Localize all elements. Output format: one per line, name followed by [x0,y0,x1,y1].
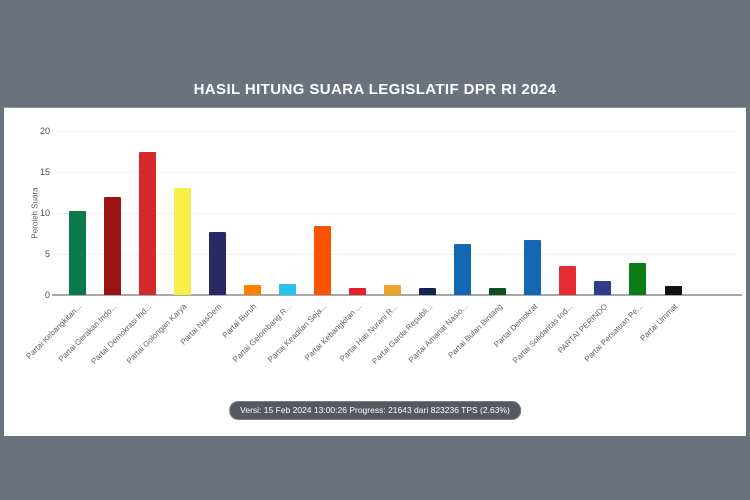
bar-6[interactable] [243,285,261,295]
bar-16[interactable] [594,281,612,295]
x-axis-line [52,294,742,296]
y-gridline [56,131,736,132]
y-tick-label: 15 [39,167,50,177]
bar-17[interactable] [629,263,647,295]
y-tick-label: 0 [44,290,50,300]
bar-9[interactable] [348,288,366,295]
status-badge: Versi: 15 Feb 2024 13:00:26 Progress: 21… [229,401,521,420]
bar-18[interactable] [664,285,682,295]
y-tick-label: 20 [39,126,50,136]
y-gridline [56,254,736,255]
bar-14[interactable] [524,240,542,295]
y-tick-label: 5 [44,249,50,259]
bar-8[interactable] [313,226,331,295]
bar-11[interactable] [419,288,437,295]
bar-13[interactable] [489,287,507,295]
y-tick-label: 10 [39,208,50,218]
bar-5[interactable] [208,231,226,295]
y-gridline [56,172,736,173]
y-gridline [56,213,736,214]
page-title: HASIL HITUNG SUARA LEGISLATIF DPR RI 202… [193,81,557,98]
bar-12[interactable] [454,244,472,295]
bar-7[interactable] [278,283,296,295]
bar-10[interactable] [384,285,402,295]
bar-4[interactable] [173,188,191,295]
bar-2[interactable] [103,196,121,295]
bar-3[interactable] [138,151,156,295]
chart-panel: Peroleh Suara Versi: 15 Feb 2024 13:00:2… [4,107,746,436]
bar-15[interactable] [559,266,577,295]
bar-1[interactable] [68,210,86,295]
